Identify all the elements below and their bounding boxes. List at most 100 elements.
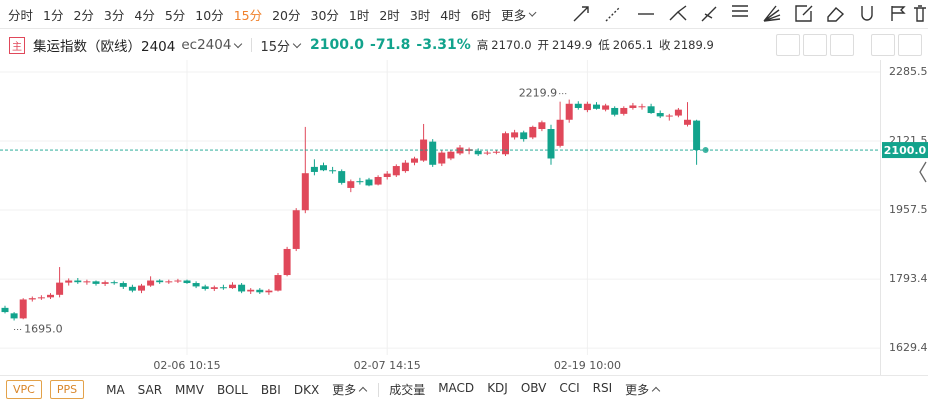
collapse-tab[interactable] (919, 161, 927, 183)
candle-body (365, 179, 373, 186)
candle-body (283, 248, 291, 276)
indicator[interactable]: SAR (137, 382, 163, 397)
candle-body (219, 287, 227, 289)
candle-body (638, 106, 646, 108)
candle-body (1, 307, 9, 313)
instrument-code[interactable]: ec2404 (181, 37, 232, 53)
candle-body (465, 149, 473, 151)
candle-body (156, 280, 164, 283)
more-periods[interactable]: 更多 (501, 7, 527, 23)
indicator[interactable]: DKX (293, 382, 320, 397)
main-indicators: MA SAR MMV BOLL BBI DKX (106, 383, 332, 397)
candle-body (693, 120, 701, 151)
indicator[interactable]: CCI (559, 381, 580, 395)
indicator[interactable]: KDJ (487, 381, 508, 395)
period-item[interactable]: 1分 (43, 7, 64, 23)
indicator[interactable]: MMV (175, 382, 204, 397)
lock-tool[interactable] (890, 6, 906, 21)
candle-body (110, 282, 118, 284)
delete-icon[interactable] (910, 0, 928, 28)
period-item[interactable]: 2时 (379, 7, 400, 23)
compare-btn[interactable] (803, 34, 827, 56)
max-label: 2219.9 (519, 87, 558, 100)
candle-body (647, 106, 655, 114)
candle-body (574, 103, 582, 108)
period-item[interactable]: 4时 (440, 7, 461, 23)
candle-body (210, 287, 218, 289)
arrow-tool[interactable] (573, 6, 589, 22)
indicator[interactable]: OBV (520, 381, 547, 395)
overlay-button[interactable]: PPS (49, 380, 85, 399)
instrument-name: 集运指数（欧线）2404 (33, 39, 176, 55)
candle-body (529, 126, 537, 138)
period-item[interactable]: 20分 (272, 7, 301, 23)
note-tool[interactable] (794, 5, 813, 22)
setting-btn[interactable] (776, 34, 800, 56)
candle-body (684, 119, 691, 125)
candle-body (37, 297, 45, 299)
candle-body (119, 283, 127, 287)
period-item[interactable]: 30分 (310, 7, 339, 23)
period-item[interactable]: 3时 (409, 7, 431, 23)
overlay-button[interactable]: VPC (6, 380, 42, 399)
current-tag-label: 2100.0 (884, 144, 927, 157)
chevron (528, 8, 537, 17)
badge: 主 (9, 36, 25, 54)
candle-body (629, 105, 637, 108)
candle-body (438, 152, 446, 164)
indicator[interactable]: 成交量 (389, 383, 426, 397)
period-item[interactable]: 分时 (8, 7, 34, 23)
price: 2100.0 (310, 37, 365, 53)
ray-tool[interactable] (605, 6, 621, 22)
close-btn[interactable] (898, 34, 922, 56)
separator (378, 382, 380, 397)
candle-body (611, 107, 619, 115)
magnet-tool[interactable] (860, 6, 873, 21)
indicator[interactable]: MACD (438, 381, 475, 395)
candle-body (28, 298, 36, 300)
candle-body (83, 281, 91, 283)
candle-body (338, 171, 346, 183)
indicator-bar: VPC PPS MA SAR MMV BOLL BBI DKX 更多 成交量 MACD KDJ O… (0, 375, 928, 402)
path-tool[interactable] (669, 5, 687, 21)
stat-value: 2170.0 (491, 38, 532, 52)
candle-body (492, 151, 500, 153)
period-item[interactable]: 1时 (348, 7, 370, 23)
candle-body (538, 122, 546, 130)
period-item[interactable]: 6时 (470, 7, 492, 23)
candle-body (374, 176, 382, 185)
min-label: 1695.0 (24, 322, 63, 335)
more-main[interactable]: 更多 (332, 383, 357, 397)
x-tick-label: 02-19 10:00 (554, 359, 621, 372)
parallel-tool[interactable] (701, 6, 717, 22)
stat-label: 开 (537, 38, 550, 52)
period-item[interactable]: 10分 (195, 7, 224, 23)
candle-body (292, 210, 300, 249)
candle-body (520, 132, 528, 140)
candle-body (556, 119, 564, 146)
x-tick-label: 02-06 10:15 (153, 359, 220, 372)
indicator-btn[interactable] (830, 34, 854, 56)
fan-tool[interactable] (763, 5, 780, 22)
indicator[interactable]: RSI (592, 381, 613, 395)
period-item[interactable]: 4分 (134, 7, 155, 23)
erase-tool[interactable] (826, 7, 844, 22)
period-item[interactable]: 15分 (233, 7, 263, 23)
period-item[interactable]: 3分 (103, 7, 125, 23)
period[interactable]: 15分 (260, 39, 290, 55)
indicator[interactable]: MA (106, 382, 125, 397)
stat-value: 2189.9 (673, 38, 714, 52)
fib-tool[interactable] (731, 5, 748, 17)
tool-icons (573, 5, 906, 22)
candle-body (229, 284, 236, 289)
indicator[interactable]: BOLL (216, 382, 248, 397)
y-tick-label: 1629.4 (889, 341, 928, 354)
sub-indicators: 成交量 MACD KDJ OBV CCI RSI (389, 381, 625, 398)
stat-label: 收 (659, 38, 671, 52)
period-item[interactable]: 5分 (164, 7, 186, 23)
period-item[interactable]: 2分 (73, 7, 94, 23)
candle-body (128, 286, 136, 291)
fullscreen-btn[interactable] (871, 34, 895, 56)
more-sub[interactable]: 更多 (625, 383, 650, 397)
indicator[interactable]: BBI (260, 382, 281, 397)
